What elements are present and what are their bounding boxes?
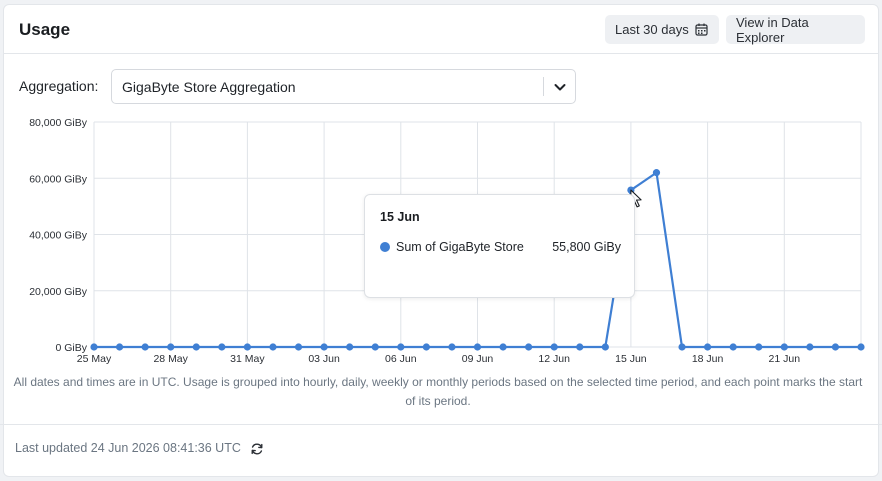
chevron-down-icon[interactable] xyxy=(552,79,568,95)
date-range-label: Last 30 days xyxy=(615,22,689,37)
x-tick-label: 09 Jun xyxy=(462,353,494,365)
data-point xyxy=(371,343,379,351)
data-point xyxy=(346,343,354,351)
tooltip-series-value: 55,800 GiBy xyxy=(552,240,621,254)
aggregation-select[interactable]: GigaByte Store Aggregation xyxy=(111,69,576,104)
data-point xyxy=(652,169,661,177)
data-point xyxy=(780,343,788,351)
tooltip-series-name: Sum of GigaByte Store xyxy=(396,240,524,254)
x-tick-label: 03 Jun xyxy=(308,353,340,365)
data-point xyxy=(448,343,456,351)
data-point xyxy=(243,343,251,351)
last-updated-text: Last updated 24 Jun 2026 08:41:36 UTC xyxy=(15,441,241,455)
x-tick-label: 28 May xyxy=(153,353,188,365)
page-title: Usage xyxy=(19,20,71,39)
data-point xyxy=(831,343,840,351)
data-point xyxy=(550,343,558,351)
data-point xyxy=(141,343,149,351)
select-divider xyxy=(543,77,544,96)
aggregation-label: Aggregation: xyxy=(19,78,99,94)
card-header: Usage Last 30 days View in Data Explorer xyxy=(4,5,878,54)
chart-tooltip: 15 Jun Sum of GigaByte Store 55,800 GiBy xyxy=(364,194,635,298)
x-tick-label: 21 Jun xyxy=(769,353,801,365)
data-point xyxy=(806,343,814,351)
aggregation-selected-value: GigaByte Store Aggregation xyxy=(122,79,296,95)
y-tick-label: 80,000 GiBy xyxy=(29,117,88,129)
data-point xyxy=(397,343,405,351)
data-point xyxy=(192,343,200,351)
y-tick-label: 60,000 GiBy xyxy=(29,173,88,185)
x-tick-label: 06 Jun xyxy=(385,353,417,365)
data-point xyxy=(857,343,865,351)
data-point xyxy=(218,343,226,351)
data-point xyxy=(167,343,175,351)
tooltip-date: 15 Jun xyxy=(380,210,420,224)
data-point xyxy=(294,343,303,351)
y-tick-label: 0 GiBy xyxy=(55,342,87,354)
y-tick-label: 40,000 GiBy xyxy=(29,230,88,242)
x-tick-label: 15 Jun xyxy=(615,353,647,365)
date-range-button[interactable]: Last 30 days xyxy=(605,15,719,44)
data-point xyxy=(115,343,124,351)
data-point xyxy=(576,343,584,351)
data-point xyxy=(525,343,533,351)
x-tick-label: 31 May xyxy=(230,353,265,365)
y-tick-label: 20,000 GiBy xyxy=(29,286,88,298)
timezone-note: All dates and times are in UTC. Usage is… xyxy=(13,375,863,408)
data-point xyxy=(729,343,737,351)
view-in-data-explorer-button[interactable]: View in Data Explorer xyxy=(726,15,865,45)
data-point xyxy=(499,343,507,351)
tooltip-series-marker xyxy=(380,242,390,252)
data-point xyxy=(269,343,277,351)
calendar-icon xyxy=(695,23,708,36)
data-point xyxy=(601,343,609,351)
refresh-icon[interactable] xyxy=(250,442,264,456)
data-point xyxy=(704,343,712,351)
footer-divider xyxy=(0,424,882,425)
data-point xyxy=(90,343,98,351)
data-point xyxy=(422,343,430,351)
data-point xyxy=(473,343,482,351)
data-point xyxy=(320,343,328,351)
data-point xyxy=(755,343,763,351)
data-point xyxy=(678,343,686,351)
x-tick-label: 12 Jun xyxy=(538,353,570,365)
x-tick-label: 25 May xyxy=(77,353,112,365)
x-tick-label: 18 Jun xyxy=(692,353,724,365)
